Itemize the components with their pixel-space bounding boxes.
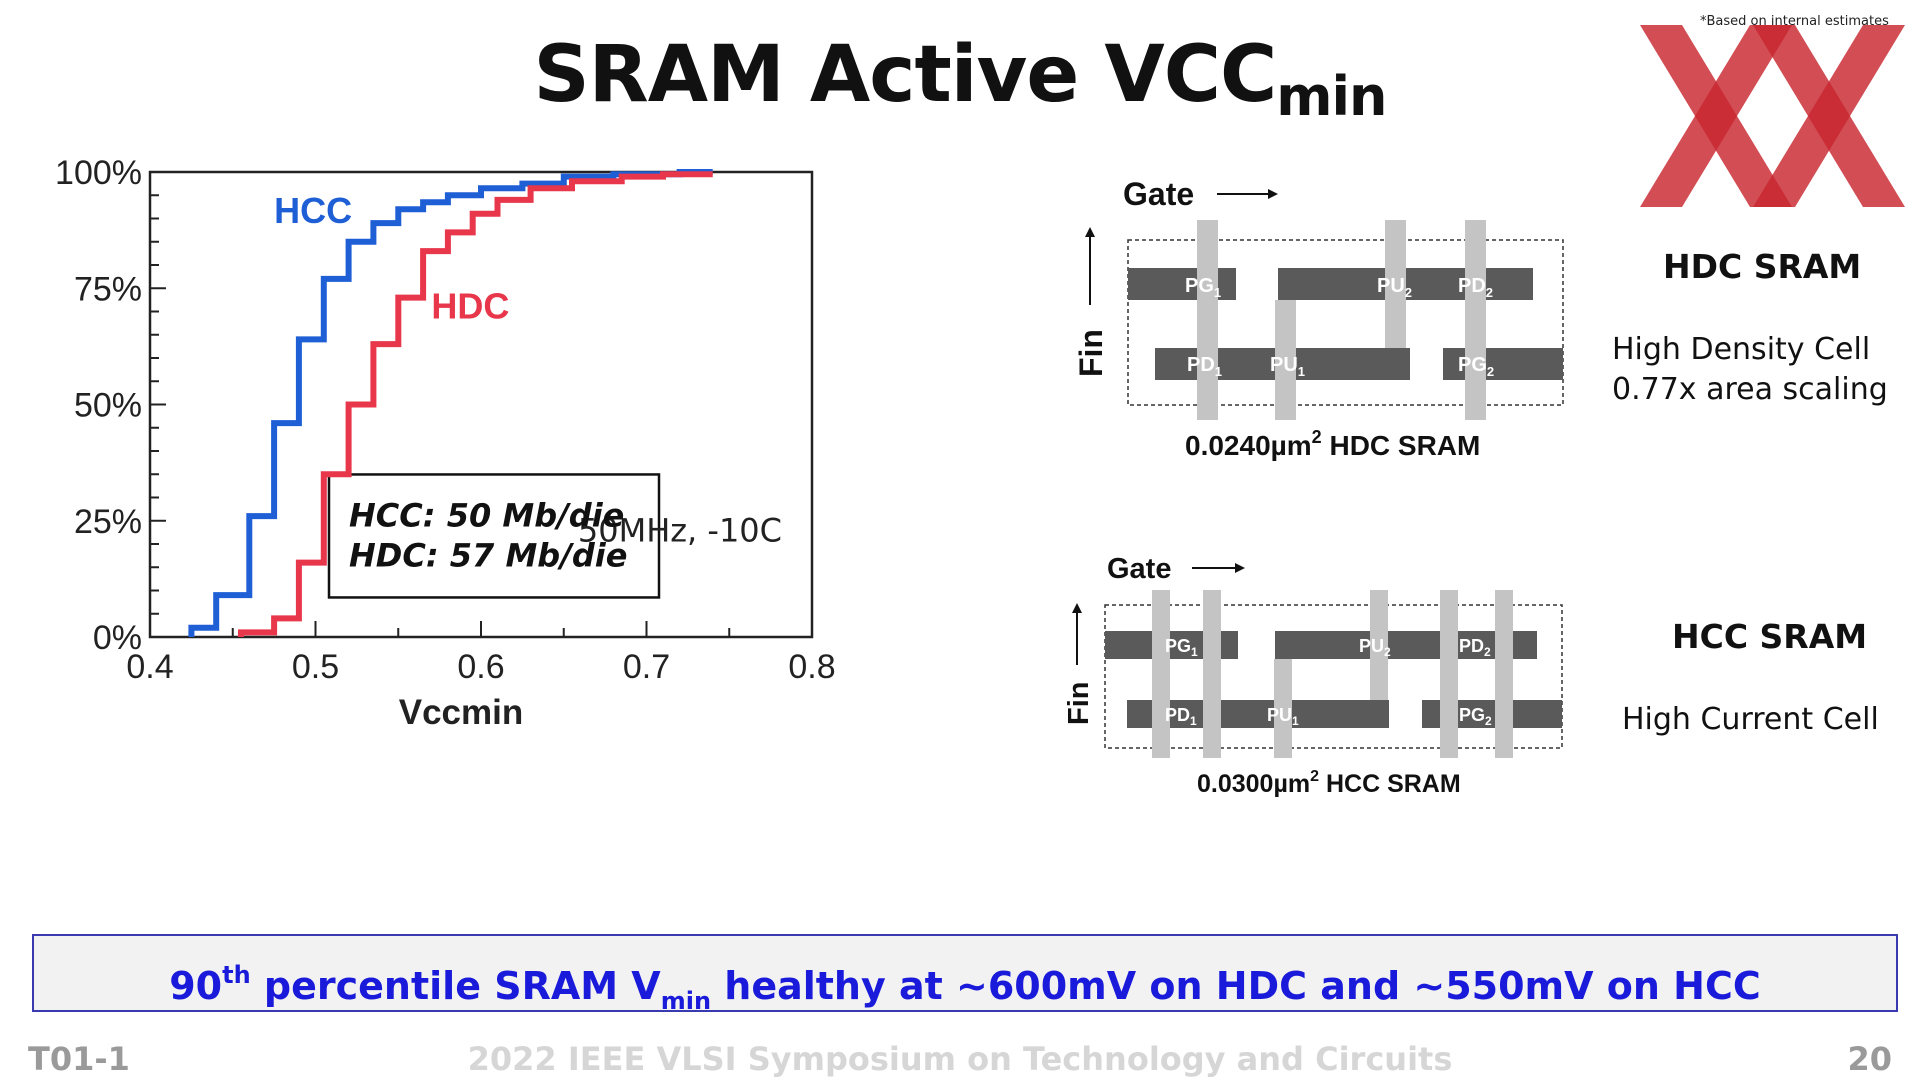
cell-area-caption: 0.0240µm2 HDC SRAM <box>1185 427 1480 461</box>
transistor-label: PD1 <box>1165 705 1197 728</box>
gate-arrow-icon <box>1217 189 1278 199</box>
x-tick-label: 0.4 <box>126 648 173 686</box>
transistor-label: PU1 <box>1267 705 1299 728</box>
page-title: SRAM Active VCCmin <box>0 30 1920 128</box>
conditions-annotation: 50MHz, -10C <box>578 512 782 550</box>
transistor-label: PU2 <box>1377 275 1412 300</box>
transistor-label: PU2 <box>1359 636 1391 659</box>
y-tick-label: 25% <box>74 503 142 541</box>
banner-superscript: th <box>222 961 251 989</box>
gate-bar <box>1385 220 1406 348</box>
series-line-hdc <box>238 171 713 637</box>
legend-label-hcc: HCC <box>274 190 352 231</box>
x-tick-label: 0.6 <box>457 648 504 686</box>
transistor-label: PG2 <box>1459 705 1492 728</box>
cell-boundary <box>1104 604 1563 749</box>
hcc-sram-description: High Current Cell <box>1622 700 1879 740</box>
banner-text: healthy at ~600mV on HDC and ~550mV on H… <box>711 964 1761 1008</box>
gate-bar <box>1440 590 1458 758</box>
fin-bar <box>1127 700 1389 728</box>
hdc-sram-heading: HDC SRAM <box>1663 247 1862 286</box>
gate-bar <box>1152 590 1170 758</box>
gate-bar <box>1370 590 1388 700</box>
y-tick-label: 50% <box>74 387 142 425</box>
x-axis-label: Vccmin <box>399 693 524 732</box>
cell-boundary <box>1127 239 1564 406</box>
hdc-description-line: 0.77x area scaling <box>1612 372 1888 407</box>
fin-arrow-icon <box>1072 603 1082 665</box>
y-tick-label: 75% <box>74 270 142 308</box>
fin-label: Fin <box>1063 682 1095 726</box>
capacity-info-box <box>327 473 661 599</box>
transistor-label: PG1 <box>1185 275 1221 300</box>
capacity-line: HCC: 50 Mb/die <box>349 496 624 534</box>
gate-label: Gate <box>1107 553 1171 585</box>
cell-area-caption: 0.0300µm2 HCC SRAM <box>1197 768 1461 798</box>
transistor-label: PG2 <box>1458 354 1494 379</box>
fin-bar <box>1275 631 1537 659</box>
y-tick-label: 0% <box>93 619 142 657</box>
fin-arrow-icon <box>1085 227 1095 305</box>
gate-bar <box>1274 659 1292 758</box>
transistor-label: PG1 <box>1165 636 1198 659</box>
capacity-line: HDC: 57 Mb/die <box>349 536 627 574</box>
fin-bar <box>1443 348 1563 380</box>
hcc-description-line: High Current Cell <box>1622 702 1879 737</box>
x-tick-label: 0.5 <box>292 648 339 686</box>
hdc-description-line: High Density Cell <box>1612 332 1871 367</box>
key-takeaway-banner: 90th percentile SRAM Vmin healthy at ~60… <box>32 934 1898 1015</box>
conference-name: 2022 IEEE VLSI Symposium on Technology a… <box>467 1040 1453 1078</box>
gate-label: Gate <box>1123 176 1194 212</box>
hdc-sram-description: High Density Cell 0.77x area scaling <box>1612 330 1888 410</box>
xx-watermark-logo <box>1640 25 1905 207</box>
gate-bar <box>1203 590 1221 758</box>
disclaimer-note: *Based on internal estimates <box>1700 14 1889 29</box>
page-number: 20 <box>1847 1040 1892 1078</box>
transistor-label: PD1 <box>1187 354 1222 379</box>
gate-bar <box>1197 220 1218 420</box>
banner-subscript: min <box>660 987 712 1015</box>
gate-bar <box>1465 220 1486 420</box>
x-tick-label: 0.8 <box>788 648 835 686</box>
page-title-subscript: min <box>1276 65 1387 128</box>
transistor-label: PU1 <box>1270 354 1305 379</box>
legend-label-hdc: HDC <box>431 285 509 326</box>
hcc-sram-layout-diagram: Gate Fin PG1 PU2 PD2 PD1 PU1 PG2 0.0300µ… <box>1063 553 1563 798</box>
y-tick-label: 100% <box>55 154 142 192</box>
hcc-sram-heading: HCC SRAM <box>1672 617 1868 656</box>
transistor-label: PD2 <box>1458 275 1493 300</box>
gate-bar <box>1495 590 1513 758</box>
hdc-sram-layout-diagram: Gate Fin PG1 PU2 PD2 PD1 PU1 PG2 0.0240µ… <box>1073 176 1564 461</box>
session-code: T01-1 <box>28 1040 130 1078</box>
gate-arrow-icon <box>1192 563 1245 573</box>
banner-text: percentile SRAM V <box>250 964 661 1008</box>
gate-bar <box>1275 300 1296 420</box>
fin-label: Fin <box>1073 329 1109 377</box>
banner-text: 90 <box>169 964 223 1008</box>
series-line-hcc <box>188 169 713 637</box>
vccmin-cdf-chart: 0% 25% 50% 75% 100% 0.4 0.5 0.6 0.7 0.8 Vccmin HCC H… <box>55 154 836 732</box>
transistor-label: PD2 <box>1459 636 1491 659</box>
page-title-main: SRAM Active VCC <box>533 30 1278 120</box>
x-tick-label: 0.7 <box>623 648 670 686</box>
